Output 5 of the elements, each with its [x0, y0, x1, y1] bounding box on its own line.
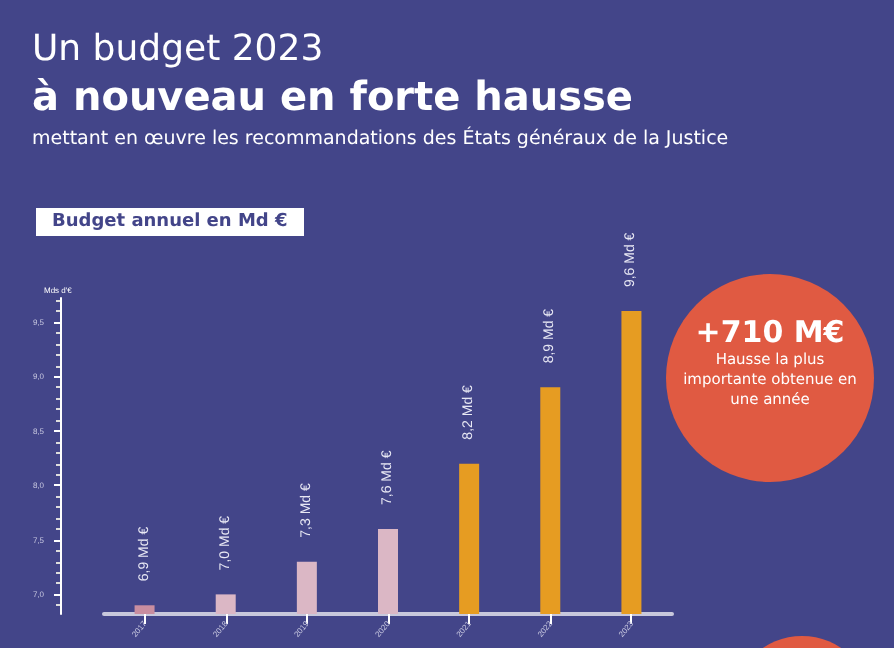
text: mettant en œuvre les recommandations des États généraux de la Justice — [32, 128, 729, 150]
text: Budget annuel en Md € — [36, 208, 304, 236]
text: +710 M€ — [693, 314, 847, 350]
chart-subtitle: à nouveau en forte hausse — [32, 72, 633, 120]
chart-title: Un budget 2023 — [32, 28, 324, 70]
